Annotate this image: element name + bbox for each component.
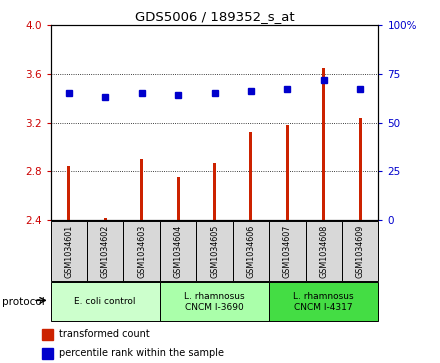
Bar <box>342 221 378 281</box>
Text: GSM1034603: GSM1034603 <box>137 225 146 278</box>
Text: GSM1034606: GSM1034606 <box>246 225 256 278</box>
Bar <box>124 221 160 281</box>
Bar <box>305 221 342 281</box>
Text: L. rhamnosus
CNCM I-3690: L. rhamnosus CNCM I-3690 <box>184 291 245 312</box>
Text: GSM1034604: GSM1034604 <box>173 225 183 278</box>
Bar <box>67 166 70 220</box>
Bar <box>233 221 269 281</box>
Bar <box>323 68 325 220</box>
Text: E. coli control: E. coli control <box>74 297 136 306</box>
Bar <box>359 118 362 220</box>
Text: transformed count: transformed count <box>59 329 150 339</box>
Bar <box>160 282 269 321</box>
Text: L. rhamnosus
CNCM I-4317: L. rhamnosus CNCM I-4317 <box>293 291 354 312</box>
Bar <box>269 282 378 321</box>
Bar <box>286 125 289 220</box>
Bar <box>51 282 160 321</box>
Bar <box>140 159 143 220</box>
Bar <box>42 329 53 340</box>
Bar <box>213 163 216 220</box>
Text: percentile rank within the sample: percentile rank within the sample <box>59 348 224 359</box>
Bar <box>249 132 253 220</box>
Bar <box>51 221 87 281</box>
Bar <box>42 348 53 359</box>
Title: GDS5006 / 189352_s_at: GDS5006 / 189352_s_at <box>135 10 294 23</box>
Bar <box>160 221 196 281</box>
Bar <box>87 221 124 281</box>
Bar <box>176 177 180 220</box>
Text: GSM1034608: GSM1034608 <box>319 225 328 278</box>
Text: protocol: protocol <box>2 297 45 307</box>
Bar <box>196 221 233 281</box>
Text: GSM1034601: GSM1034601 <box>64 225 73 278</box>
Bar <box>269 221 305 281</box>
Text: GSM1034605: GSM1034605 <box>210 225 219 278</box>
Text: GSM1034609: GSM1034609 <box>356 225 365 278</box>
Text: GSM1034602: GSM1034602 <box>101 225 110 278</box>
Bar <box>104 219 106 220</box>
Text: GSM1034607: GSM1034607 <box>283 225 292 278</box>
